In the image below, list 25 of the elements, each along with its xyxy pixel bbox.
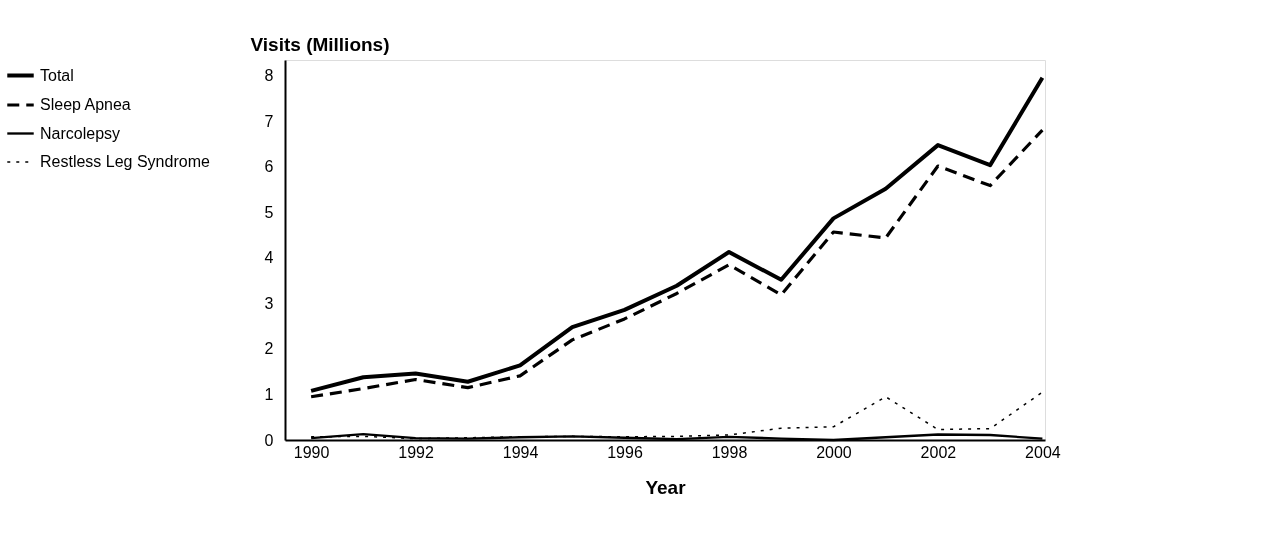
y-tick-label: 2 — [264, 340, 274, 358]
line-series — [309, 75, 1045, 393]
y-tick-label: 7 — [264, 112, 274, 130]
x-tick-label: 1998 — [711, 443, 748, 461]
legend-label: Restless Leg Syndrome — [40, 153, 210, 170]
x-tick-label: 1996 — [607, 443, 643, 461]
legend-label: Sleep Apnea — [40, 96, 131, 113]
legend-label: Total — [40, 66, 74, 84]
y-tick-label: 3 — [264, 294, 274, 312]
y-tick-label: 6 — [264, 158, 274, 176]
y-tick-label: 1 — [264, 385, 274, 403]
y-axis-title: Visits (Millions) — [250, 33, 390, 55]
x-tick-label: 1992 — [398, 443, 434, 461]
x-tick-label: 2002 — [920, 443, 957, 461]
line-series — [309, 128, 1044, 399]
y-tick-label: 4 — [264, 249, 274, 267]
y-tick-label: 8 — [264, 67, 274, 85]
x-tick-label: 2004 — [1025, 443, 1061, 461]
x-tick-label: 2000 — [816, 443, 852, 461]
legend-label: Narcolepsy — [40, 124, 121, 142]
x-tick-label: 1994 — [502, 443, 539, 461]
y-tick-label: 5 — [264, 203, 274, 221]
x-tick-label: 1990 — [293, 443, 330, 461]
y-tick-label: 0 — [264, 431, 274, 449]
x-axis-title: Year — [645, 476, 687, 498]
